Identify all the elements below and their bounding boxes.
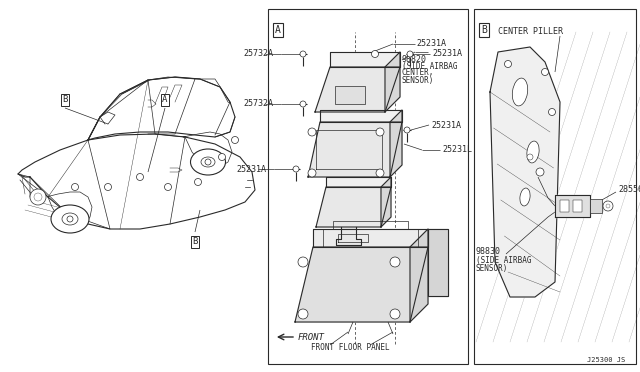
Text: 98820: 98820: [402, 55, 427, 64]
Text: FRONT FLOOR PANEL: FRONT FLOOR PANEL: [310, 343, 389, 353]
Polygon shape: [428, 229, 448, 296]
Circle shape: [298, 257, 308, 267]
Text: 25732A: 25732A: [243, 99, 273, 109]
Circle shape: [298, 309, 308, 319]
Text: 25231A: 25231A: [416, 39, 446, 48]
Text: 25231A: 25231A: [236, 164, 266, 173]
Ellipse shape: [201, 157, 215, 167]
Polygon shape: [381, 177, 391, 227]
Polygon shape: [320, 110, 402, 122]
Text: SENSOR): SENSOR): [476, 263, 508, 273]
Bar: [573, 200, 582, 212]
Polygon shape: [390, 110, 402, 177]
Circle shape: [293, 166, 299, 172]
Circle shape: [205, 159, 211, 165]
Circle shape: [504, 61, 511, 67]
Ellipse shape: [62, 213, 78, 225]
Polygon shape: [555, 195, 590, 217]
Text: SENSOR): SENSOR): [402, 76, 435, 84]
Text: (SIDE AIRBAG: (SIDE AIRBAG: [402, 61, 458, 71]
Circle shape: [390, 257, 400, 267]
Text: 25231A: 25231A: [432, 49, 462, 58]
Polygon shape: [316, 187, 391, 227]
Circle shape: [195, 179, 202, 186]
Polygon shape: [336, 227, 361, 245]
Text: B: B: [192, 237, 198, 247]
Text: 28556B: 28556B: [618, 186, 640, 195]
Text: 25231L: 25231L: [442, 145, 472, 154]
Circle shape: [407, 51, 413, 57]
Ellipse shape: [520, 188, 530, 206]
Circle shape: [404, 127, 410, 133]
Text: (SIDE AIRBAG: (SIDE AIRBAG: [476, 256, 531, 264]
Polygon shape: [315, 67, 400, 112]
Polygon shape: [490, 47, 560, 297]
Circle shape: [67, 216, 73, 222]
Polygon shape: [330, 52, 400, 67]
Polygon shape: [385, 52, 400, 112]
Circle shape: [218, 154, 225, 160]
Text: A: A: [163, 96, 168, 105]
Polygon shape: [326, 177, 391, 187]
Ellipse shape: [191, 149, 225, 175]
Circle shape: [548, 109, 556, 115]
Text: 25732A: 25732A: [243, 49, 273, 58]
Circle shape: [603, 201, 613, 211]
Circle shape: [541, 68, 548, 76]
Circle shape: [308, 128, 316, 136]
Text: CENTER,: CENTER,: [402, 68, 435, 77]
Text: FRONT: FRONT: [298, 333, 325, 341]
Polygon shape: [308, 122, 402, 177]
Text: CENTER PILLER: CENTER PILLER: [497, 28, 563, 36]
Circle shape: [164, 183, 172, 190]
Ellipse shape: [51, 205, 89, 233]
Bar: [474, 9, 636, 364]
Text: B: B: [62, 96, 68, 105]
Circle shape: [606, 204, 610, 208]
Ellipse shape: [527, 141, 539, 163]
Text: 98830: 98830: [476, 247, 501, 257]
Text: 25231A: 25231A: [431, 121, 461, 129]
Text: J25300 JS: J25300 JS: [587, 357, 625, 363]
Polygon shape: [313, 229, 428, 247]
Polygon shape: [295, 247, 428, 322]
Circle shape: [300, 101, 306, 107]
Text: A: A: [275, 25, 281, 35]
Bar: [590, 199, 602, 213]
Circle shape: [308, 169, 316, 177]
Circle shape: [376, 128, 384, 136]
Circle shape: [390, 309, 400, 319]
Circle shape: [136, 173, 143, 180]
Circle shape: [376, 169, 384, 177]
Circle shape: [30, 189, 46, 205]
Circle shape: [232, 137, 239, 144]
Circle shape: [527, 154, 533, 160]
Circle shape: [536, 168, 544, 176]
Bar: [268, 9, 468, 364]
Circle shape: [34, 193, 42, 201]
Circle shape: [72, 183, 79, 190]
Circle shape: [104, 183, 111, 190]
Circle shape: [300, 51, 306, 57]
Bar: [560, 200, 569, 212]
Bar: [335, 86, 365, 104]
Ellipse shape: [513, 78, 527, 106]
Circle shape: [371, 51, 378, 58]
Text: B: B: [481, 25, 487, 35]
Polygon shape: [410, 229, 428, 322]
